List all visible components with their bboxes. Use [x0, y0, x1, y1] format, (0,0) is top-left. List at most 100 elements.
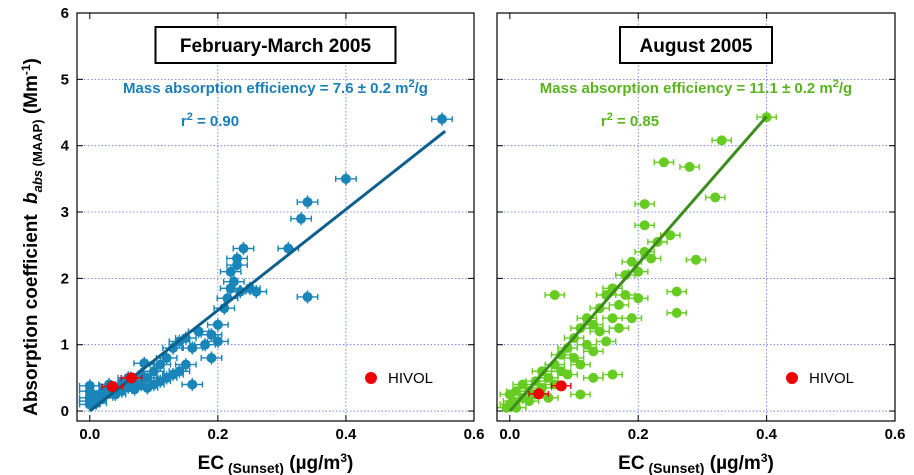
panel-title: February-March 2005 [180, 36, 372, 57]
data-point [691, 254, 701, 265]
data-point [543, 392, 554, 403]
hivol-point [555, 380, 567, 392]
legend-hivol-label: HIVOL [388, 370, 433, 387]
data-point [536, 366, 547, 377]
x-axis-title: EC (Sunset) (µg/m3) [618, 451, 774, 475]
data-point [575, 359, 586, 370]
data-point [613, 299, 624, 310]
x-axis-title-part: EC [618, 453, 645, 474]
data-point [620, 289, 631, 300]
data-point [251, 286, 262, 297]
data-point [200, 339, 211, 350]
panel-title-part: August 2005 [640, 36, 753, 57]
data-point [340, 173, 351, 184]
annotation-r-squared-part: r [181, 113, 187, 130]
y-tick-label: 6 [61, 5, 69, 22]
data-point [671, 307, 682, 318]
data-point [225, 266, 236, 277]
annotation-mass-absorption: Mass absorption efficiency = 7.6 ± 0.2 m… [123, 78, 428, 97]
x-tick-label: 0.2 [628, 426, 649, 443]
x-axis-title-part: (Sunset) [645, 460, 705, 475]
x-axis-title-part: (µg/m [284, 453, 340, 474]
x-axis-title-part: EC [198, 453, 225, 474]
data-point [206, 329, 217, 340]
panel-title-part: February-March 2005 [180, 36, 372, 57]
x-axis-title-part: 3 [761, 451, 768, 465]
x-axis-title: EC (Sunset) (µg/m3) [198, 451, 354, 475]
data-point [238, 243, 249, 254]
data-point [639, 220, 650, 231]
data-point [607, 313, 618, 324]
data-points [84, 114, 447, 410]
annotation-mass-absorption-part: Mass absorption efficiency = 11.1 ± 0.2 … [540, 80, 833, 97]
legend-hivol-marker [786, 372, 798, 384]
data-point [174, 366, 185, 377]
data-point [671, 286, 682, 297]
data-point [142, 372, 153, 383]
data-point [581, 339, 592, 350]
x-tick-label: 0.4 [756, 426, 778, 443]
y-axis-title-unit-sup: -1 [19, 64, 33, 75]
annotation-r-squared-part: 2 [187, 111, 193, 123]
hivol-point [125, 372, 137, 384]
y-tick-label: 1 [61, 337, 69, 354]
data-point [511, 386, 522, 397]
data-point [569, 352, 580, 363]
annotation-mass-absorption-part: Mass absorption efficiency = 7.6 ± 0.2 m [123, 80, 408, 97]
data-point [206, 352, 217, 363]
data-point [588, 346, 599, 357]
chart-panel-august: 0.0 0.2 0.4 0.6 August 2005 Mass absorption e… [496, 12, 905, 475]
hivol-point [533, 388, 545, 400]
data-point [296, 213, 307, 224]
y-axis-title-unit-end: ) [21, 58, 42, 64]
data-point [633, 266, 644, 277]
annotation-r-squared-part: = 0.85 [613, 113, 659, 130]
data-point [155, 359, 166, 370]
annotation-mass-absorption-part: /g [839, 80, 852, 97]
data-point [232, 253, 243, 264]
data-point [710, 192, 721, 203]
data-point [658, 157, 669, 168]
fit-line [508, 115, 768, 413]
data-point [302, 197, 313, 208]
x-axis-title-part: 3 [340, 451, 347, 465]
data-point [543, 372, 554, 383]
data-point [575, 389, 586, 400]
x-tick-label: 0.2 [207, 426, 228, 443]
chart-panel-feb-mar: 0.0 0.2 0.4 0.6 0 1 2 3 4 5 6 February-March 2005 Ma… [61, 5, 485, 475]
data-point [302, 291, 313, 302]
data-point [607, 369, 618, 380]
y-axis-title-unit: (Mm [21, 75, 42, 119]
annotation-r-squared-part: 2 [607, 111, 613, 123]
data-point [549, 289, 560, 300]
legend-hivol-marker [365, 372, 377, 384]
data-point [588, 319, 599, 330]
plot-frame [496, 12, 896, 422]
data-point [180, 359, 191, 370]
error-bars [78, 112, 453, 412]
x-axis-title-part: (µg/m [704, 453, 760, 474]
data-point [187, 343, 198, 354]
y-axis-title-symbol-sub: abs [30, 170, 45, 192]
data-point [187, 379, 198, 390]
data-point [436, 114, 447, 125]
annotation-r-squared-part: = 0.90 [193, 113, 239, 130]
y-axis-title-main: Absorption coefficient [21, 214, 42, 416]
annotation-mass-absorption: Mass absorption efficiency = 11.1 ± 0.2 … [540, 78, 852, 97]
legend-hivol-label: HIVOL [809, 370, 854, 387]
y-tick-label: 2 [61, 270, 69, 287]
data-point [626, 256, 637, 267]
data-point [684, 161, 695, 172]
y-tick-label: 0 [61, 403, 69, 420]
data-point [524, 396, 535, 407]
data-point [646, 253, 657, 264]
y-tick-label: 3 [61, 204, 69, 221]
data-point [562, 369, 573, 380]
data-point [594, 326, 605, 337]
x-axis-title-part: ) [768, 453, 774, 474]
data-point [212, 336, 223, 347]
annotation-r-squared: r2 = 0.90 [181, 111, 239, 130]
data-point [588, 372, 599, 383]
data-point [168, 343, 179, 354]
x-tick-label: 0.0 [79, 426, 100, 443]
